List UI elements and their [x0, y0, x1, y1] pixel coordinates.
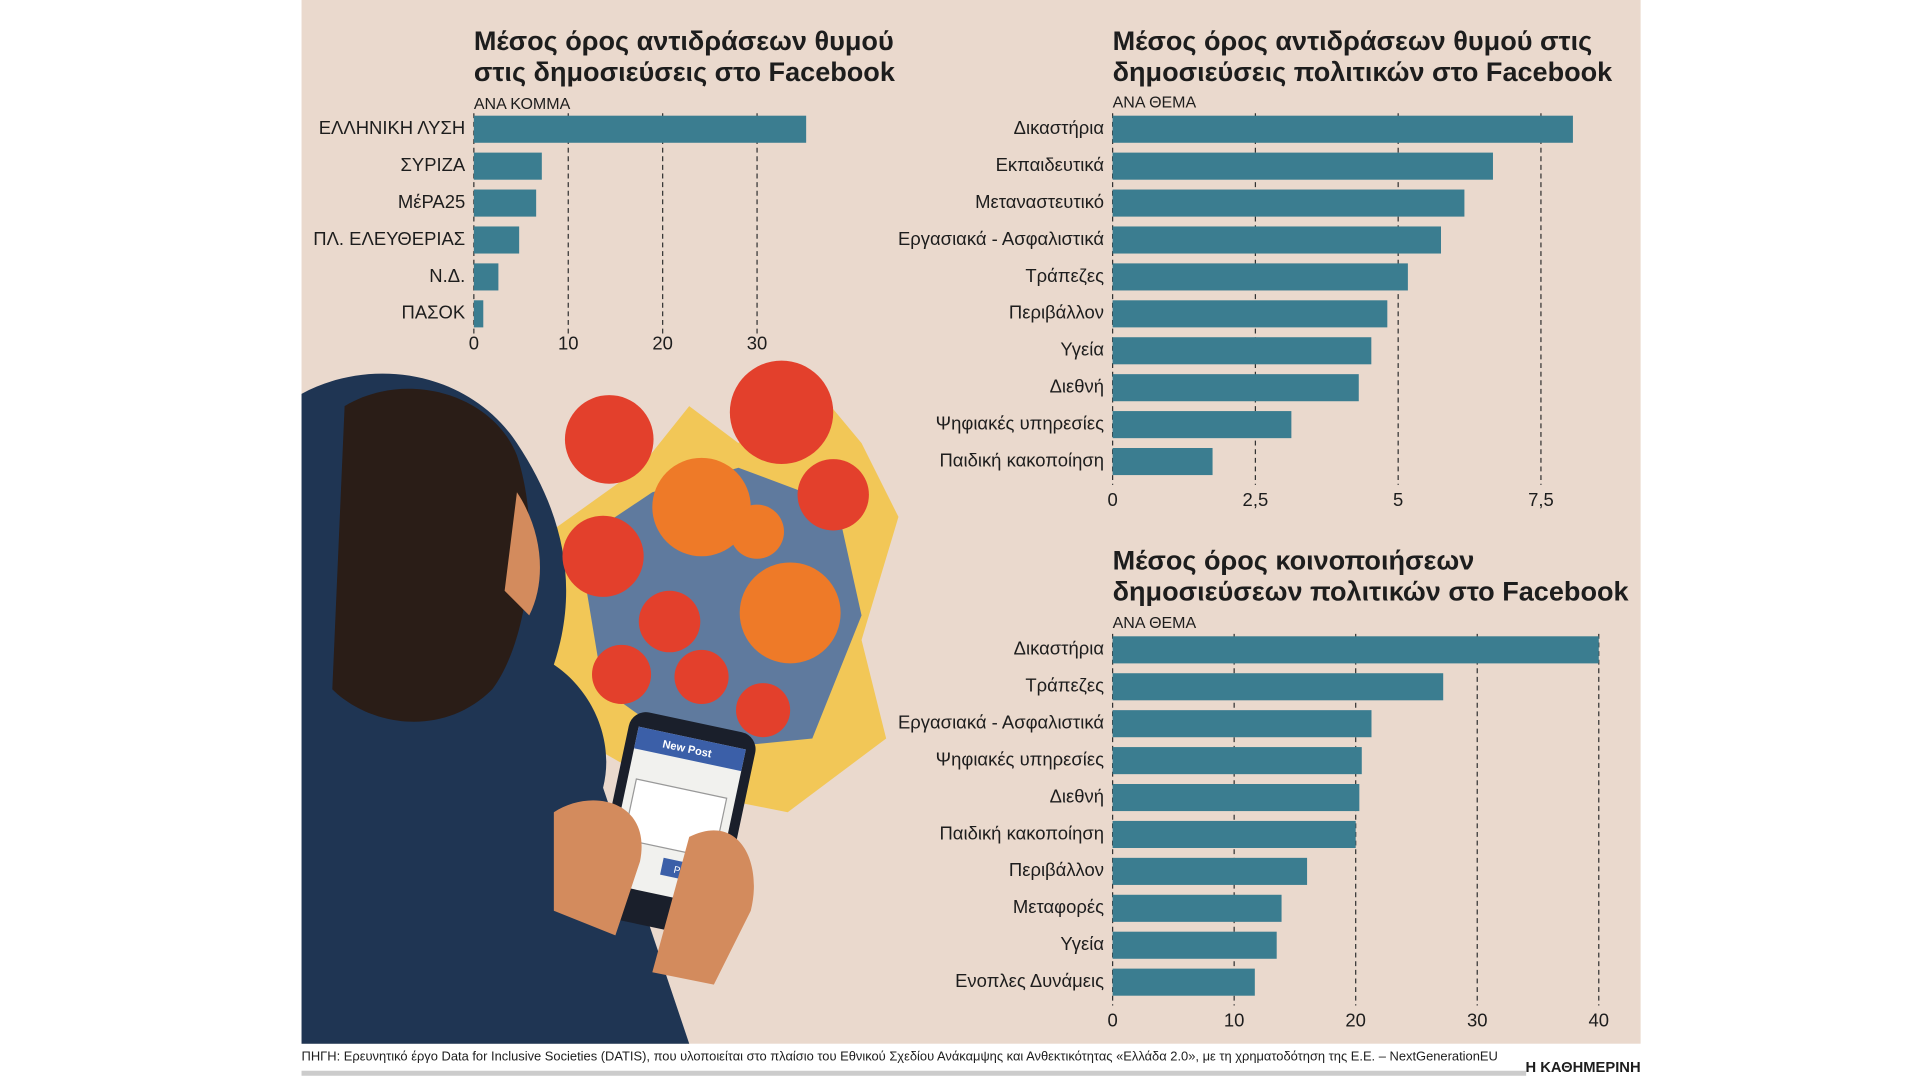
chart-subtitle: ΑΝΑ ΘΕΜΑ: [1113, 615, 1197, 632]
bar: [1112, 448, 1213, 476]
ear: [504, 492, 540, 616]
bar: [1112, 968, 1255, 996]
x-tick-label: 0: [1107, 489, 1117, 510]
category-label: Διεθνή: [1050, 785, 1104, 806]
category-label: Περιβάλλον: [1009, 302, 1104, 323]
bar: [1112, 152, 1493, 180]
x-tick-label: 30: [747, 332, 768, 353]
chart-title: δημοσιεύσεις πολιτικών στο Facebook: [1113, 56, 1614, 87]
emoji: [736, 683, 791, 738]
bar: [1112, 374, 1359, 402]
x-tick-label: 20: [1345, 1009, 1366, 1030]
bar: [1112, 673, 1444, 701]
category-label: ΜέΡΑ25: [398, 191, 465, 212]
bar: [1112, 710, 1372, 738]
chart-title: στις δημοσιεύσεις στο Facebook: [474, 56, 896, 87]
bar: [1112, 263, 1408, 291]
category-label: ΣΥΡΙΖΑ: [400, 154, 465, 175]
x-tick-label: 10: [558, 332, 579, 353]
illustration: New Post Post: [301, 360, 899, 1044]
x-tick-label: 2,5: [1243, 489, 1269, 510]
category-label: Εργασιακά - Ασφαλιστικά: [898, 228, 1104, 249]
emoji: [729, 504, 784, 559]
emoji: [674, 649, 729, 704]
category-label: Εκπαιδευτικά: [996, 154, 1105, 175]
chart-subtitle: ΑΝΑ ΘΕΜΑ: [1113, 95, 1197, 112]
bar: [473, 263, 499, 291]
category-label: Εργασιακά - Ασφαλιστικά: [898, 712, 1104, 733]
bar: [1112, 636, 1599, 664]
x-tick-label: 10: [1224, 1009, 1245, 1030]
emoji: [638, 590, 701, 653]
bar: [1112, 411, 1292, 439]
category-label: Ψηφιακές υπηρεσίες: [936, 412, 1104, 433]
bar: [1112, 115, 1573, 143]
chart-title: Μέσος όρος κοινοποιήσεων: [1113, 545, 1475, 576]
emoji: [797, 459, 869, 531]
category-label: ΠΑΣΟΚ: [402, 302, 466, 323]
category-label: Ενοπλες Δυνάμεις: [955, 970, 1104, 991]
category-label: Μεταναστευτικό: [975, 191, 1104, 212]
category-label: Παιδική κακοποίηση: [939, 822, 1104, 843]
category-label: Παιδική κακοποίηση: [939, 449, 1104, 470]
x-tick-label: 20: [652, 332, 673, 353]
bar: [1112, 784, 1360, 812]
category-label: Τράπεζες: [1025, 265, 1104, 286]
x-tick-label: 5: [1393, 489, 1403, 510]
category-label: Ν.Δ.: [429, 265, 465, 286]
x-tick-label: 40: [1589, 1009, 1610, 1030]
category-label: Τράπεζες: [1025, 675, 1104, 696]
bar: [1112, 931, 1277, 959]
bar: [1112, 857, 1308, 885]
angry-emojis: [562, 360, 869, 738]
bar: [473, 226, 520, 254]
emoji: [564, 395, 654, 484]
bar: [473, 300, 484, 328]
emoji: [592, 644, 652, 704]
bar: [473, 115, 807, 143]
category-label: Δικαστήρια: [1014, 638, 1105, 659]
category-label: Περιβάλλον: [1009, 859, 1104, 880]
bar: [473, 152, 542, 180]
category-label: Διεθνή: [1050, 376, 1104, 397]
bar: [1112, 189, 1465, 217]
bar: [1112, 820, 1356, 848]
bar: [473, 189, 537, 217]
chart-title: Μέσος όρος αντιδράσεων θυμού: [474, 25, 894, 56]
bar: [1112, 337, 1372, 365]
category-label: ΕΛΛΗΝΙΚΗ ΛΥΣΗ: [319, 117, 465, 138]
chart-subtitle: ΑΝΑ ΚΟΜΜΑ: [474, 96, 571, 113]
screen-header: [634, 726, 746, 772]
x-tick-label: 0: [1107, 1009, 1117, 1030]
category-label: Υγεία: [1060, 933, 1104, 954]
hands: [553, 800, 754, 985]
category-label: ΠΛ. ΕΛΕΥΘΕΡΙΑΣ: [313, 228, 465, 249]
bar: [1112, 747, 1362, 775]
x-tick-label: 0: [469, 332, 479, 353]
head: [332, 388, 530, 722]
chart-title: δημοσιεύσεων πολιτικών στο Facebook: [1113, 575, 1630, 606]
chart-title: Μέσος όρος αντιδράσεων θυμού στις: [1113, 25, 1593, 56]
source: ΠΗΓΗ: Ερευνητικό έργο Data for Inclusive…: [302, 1049, 1498, 1064]
emoji: [729, 360, 834, 464]
emoji: [562, 515, 644, 597]
brand: Η ΚΑΘΗΜΕΡΙΝΗ: [1525, 1060, 1640, 1076]
bar: [1112, 894, 1282, 922]
x-tick-label: 7,5: [1528, 489, 1554, 510]
emoji: [652, 457, 751, 557]
category-label: Δικαστήρια: [1014, 117, 1105, 138]
emoji: [739, 562, 841, 664]
category-label: Υγεία: [1060, 339, 1104, 360]
x-tick-label: 30: [1467, 1009, 1488, 1030]
category-label: Μεταφορές: [1013, 896, 1104, 917]
bar: [1112, 226, 1441, 254]
category-label: Ψηφιακές υπηρεσίες: [936, 748, 1104, 769]
bar: [1112, 300, 1388, 328]
